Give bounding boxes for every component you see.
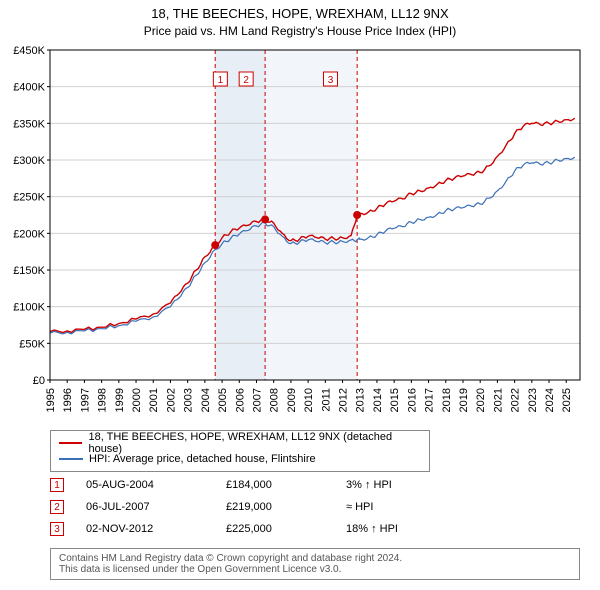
svg-text:2002: 2002: [165, 388, 177, 412]
transaction-price: £184,000: [226, 479, 346, 491]
transaction-marker: 1: [50, 478, 64, 492]
svg-text:2020: 2020: [475, 388, 487, 412]
svg-text:2022: 2022: [510, 388, 522, 412]
legend-label: HPI: Average price, detached house, Flin…: [89, 453, 316, 465]
svg-text:2023: 2023: [527, 388, 539, 412]
svg-text:£300K: £300K: [13, 155, 45, 167]
legend-swatch: [59, 458, 83, 460]
svg-text:1: 1: [218, 75, 224, 86]
transaction-price: £225,000: [226, 523, 346, 535]
svg-text:£450K: £450K: [13, 45, 45, 57]
svg-text:2007: 2007: [251, 388, 263, 412]
svg-text:2018: 2018: [441, 388, 453, 412]
transaction-row: 3 02-NOV-2012£225,00018% ↑ HPI: [50, 518, 486, 540]
transaction-date: 05-AUG-2004: [86, 479, 226, 491]
svg-text:£0: £0: [33, 375, 45, 387]
legend: 18, THE BEECHES, HOPE, WREXHAM, LL12 9NX…: [50, 430, 430, 472]
svg-text:2010: 2010: [303, 388, 315, 412]
svg-text:1996: 1996: [62, 388, 74, 412]
svg-text:2006: 2006: [234, 388, 246, 412]
transaction-marker: 3: [50, 522, 64, 536]
svg-text:2021: 2021: [492, 388, 504, 412]
transaction-note: 18% ↑ HPI: [346, 523, 486, 535]
svg-text:£350K: £350K: [13, 118, 45, 130]
legend-label: 18, THE BEECHES, HOPE, WREXHAM, LL12 9NX…: [88, 431, 421, 455]
transaction-row: 2 06-JUL-2007£219,000≈ HPI: [50, 496, 486, 518]
transaction-marker: 2: [50, 500, 64, 514]
legend-swatch: [59, 442, 82, 444]
svg-text:£50K: £50K: [19, 338, 45, 350]
legend-item: 18, THE BEECHES, HOPE, WREXHAM, LL12 9NX…: [59, 435, 421, 451]
svg-text:£200K: £200K: [13, 228, 45, 240]
svg-text:2016: 2016: [406, 388, 418, 412]
svg-text:£250K: £250K: [13, 192, 45, 204]
transaction-date: 02-NOV-2012: [86, 523, 226, 535]
svg-text:2008: 2008: [269, 388, 281, 412]
svg-text:2: 2: [243, 75, 249, 86]
svg-text:2000: 2000: [131, 388, 143, 412]
svg-text:2009: 2009: [286, 388, 298, 412]
svg-text:2024: 2024: [544, 388, 556, 412]
disclaimer-line: Contains HM Land Registry data © Crown c…: [59, 553, 571, 564]
svg-text:2011: 2011: [320, 388, 332, 412]
svg-text:2019: 2019: [458, 388, 470, 412]
svg-text:£150K: £150K: [13, 265, 45, 277]
disclaimer-line: This data is licensed under the Open Gov…: [59, 564, 571, 575]
svg-text:1997: 1997: [79, 388, 91, 412]
svg-text:2003: 2003: [183, 388, 195, 412]
disclaimer-box: Contains HM Land Registry data © Crown c…: [50, 548, 580, 580]
svg-text:2017: 2017: [424, 388, 436, 412]
transaction-date: 06-JUL-2007: [86, 501, 226, 513]
transaction-note: 3% ↑ HPI: [346, 479, 486, 491]
price-chart: £0 £50K £100K £150K £200K £250K £300K £350K £400…: [0, 0, 600, 430]
svg-text:1995: 1995: [45, 388, 57, 412]
svg-text:1998: 1998: [97, 388, 109, 412]
svg-text:£100K: £100K: [13, 302, 45, 314]
svg-text:2015: 2015: [389, 388, 401, 412]
svg-text:2012: 2012: [338, 388, 350, 412]
svg-text:2004: 2004: [200, 388, 212, 412]
svg-text:2013: 2013: [355, 388, 367, 412]
svg-text:3: 3: [328, 75, 334, 86]
svg-text:2005: 2005: [217, 388, 229, 412]
transaction-price: £219,000: [226, 501, 346, 513]
svg-text:2014: 2014: [372, 388, 384, 412]
svg-text:2025: 2025: [561, 388, 573, 412]
transaction-row: 1 05-AUG-2004£184,0003% ↑ HPI: [50, 474, 486, 496]
svg-text:2001: 2001: [148, 388, 160, 412]
transactions-table: 1 05-AUG-2004£184,0003% ↑ HPI 2 06-JUL-2007…: [50, 474, 486, 540]
transaction-note: ≈ HPI: [346, 501, 486, 513]
svg-text:£400K: £400K: [13, 82, 45, 94]
svg-text:1999: 1999: [114, 388, 126, 412]
